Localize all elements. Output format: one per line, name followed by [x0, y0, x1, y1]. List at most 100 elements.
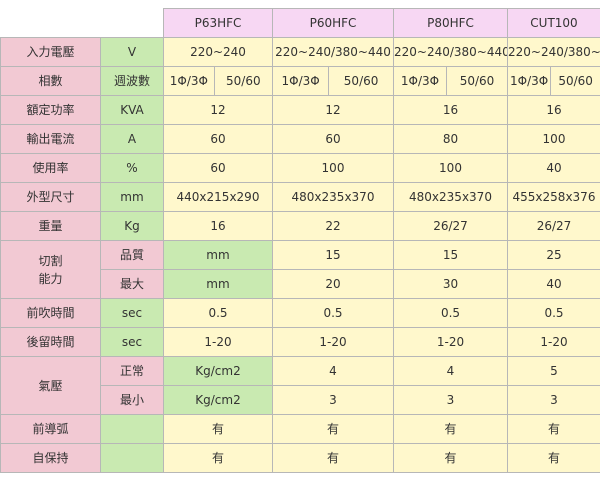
- frequency-value: 50/60: [226, 74, 261, 88]
- value-cell: 0.5: [272, 298, 394, 328]
- table-row-post-flow: 後留時間 sec 1-20 1-20 1-20 1-20: [0, 327, 600, 357]
- value-cell: 有: [393, 443, 508, 473]
- row-unit: Kg: [100, 211, 164, 241]
- row-label: 前吹時間: [0, 298, 101, 328]
- value-cell: 0.5: [507, 298, 600, 328]
- value-cell: 480x235x370: [272, 182, 394, 212]
- value-cell: 有: [507, 414, 600, 444]
- row-unit-empty: [100, 414, 164, 444]
- value-cell: 480x235x370: [393, 182, 508, 212]
- row-label: 自保持: [0, 443, 101, 473]
- table-row-pre-flow: 前吹時間 sec 0.5 0.5 0.5 0.5: [0, 298, 600, 328]
- value-cell: 4: [393, 356, 508, 386]
- value-cell: 22: [272, 211, 394, 241]
- value-cell: 4: [272, 356, 394, 386]
- row-label: 外型尺寸: [0, 182, 101, 212]
- group-label-pressure: 氣壓: [0, 356, 101, 415]
- phase-value: 1Φ/3Φ: [274, 67, 330, 95]
- row-label: 入力電壓: [0, 37, 101, 67]
- row-label: 相數: [0, 66, 101, 96]
- value-cell: 26/27: [507, 211, 600, 241]
- header-blank-cell: [0, 8, 164, 38]
- value-cell: 1-20: [163, 327, 273, 357]
- value-cell: 16: [163, 211, 273, 241]
- value-cell: 16: [507, 95, 600, 125]
- sub-label-max: 最大: [100, 269, 164, 299]
- row-unit: sec: [100, 298, 164, 328]
- row-label: 前導弧: [0, 414, 101, 444]
- table-row-rated-power: 額定功率 KVA 12 12 16 16: [0, 95, 600, 125]
- value-cell: 15: [272, 240, 394, 270]
- row-label: 輸出電流: [0, 124, 101, 154]
- model-header: P60HFC: [272, 8, 394, 38]
- value-cell: 20: [272, 269, 394, 299]
- model-header: P80HFC: [393, 8, 508, 38]
- phase-value: 1Φ/3Φ: [165, 67, 215, 95]
- value-cell: 12: [272, 95, 394, 125]
- group-label-cutting: 切割能力: [0, 240, 101, 299]
- table-row-pressure-normal: 氣壓 正常 Kg/cm2 4 4 5 5: [0, 356, 600, 415]
- value-cell: 440x215x290: [163, 182, 273, 212]
- value-cell: 0.5: [393, 298, 508, 328]
- value-cell: 5: [507, 356, 600, 386]
- value-cell-split: 1Φ/3Φ 50/60: [272, 66, 394, 96]
- table-row-dimensions: 外型尺寸 mm 440x215x290 480x235x370 480x235x…: [0, 182, 600, 212]
- sub-label-min: 最小: [100, 385, 164, 415]
- value-cell: 有: [272, 443, 394, 473]
- row-unit: mm: [100, 182, 164, 212]
- value-cell-split: 1Φ/3Φ 50/60: [163, 66, 273, 96]
- spec-table: P63HFC P60HFC P80HFC CUT100 入力電壓 V 220~2…: [0, 8, 600, 473]
- value-cell-split: 1Φ/3Φ 50/60: [393, 66, 508, 96]
- row-unit: mm: [163, 240, 273, 270]
- value-cell: 100: [507, 124, 600, 154]
- table-row-cutting-max: 最大 mm 20 30 40 45: [1, 269, 600, 299]
- phase-value: 1Φ/3Φ: [509, 67, 552, 95]
- value-cell: 12: [163, 95, 273, 125]
- value-cell: 100: [393, 153, 508, 183]
- frequency-value: 50/60: [558, 74, 593, 88]
- sub-label-normal: 正常: [100, 356, 164, 386]
- value-cell: 1-20: [507, 327, 600, 357]
- frequency-value: 50/60: [459, 74, 495, 88]
- table-row-cutting-quality: 切割能力 品質 mm 15 15 25 25: [0, 240, 600, 299]
- value-cell: 25: [507, 240, 600, 270]
- value-cell: 有: [507, 443, 600, 473]
- value-cell-split: 1Φ/3Φ 50/60: [507, 66, 600, 96]
- table-row-pilot-arc: 前導弧 有 有 有 有: [0, 414, 600, 444]
- table-row-weight: 重量 Kg 16 22 26/27 26/27: [0, 211, 600, 241]
- value-cell: 220~240: [163, 37, 273, 67]
- row-label-frequency: 週波數: [100, 66, 164, 96]
- value-cell: 有: [163, 414, 273, 444]
- value-cell: 100: [272, 153, 394, 183]
- model-header: P63HFC: [163, 8, 273, 38]
- phase-value: 1Φ/3Φ: [395, 67, 447, 95]
- value-cell: 3: [507, 385, 600, 415]
- sub-label-quality: 品質: [100, 240, 164, 270]
- value-cell: 80: [393, 124, 508, 154]
- value-cell: 26/27: [393, 211, 508, 241]
- value-cell: 220~240/380~440: [507, 37, 600, 67]
- value-cell: 60: [272, 124, 394, 154]
- value-cell: 有: [393, 414, 508, 444]
- table-row-output-current: 輸出電流 A 60 60 80 100: [0, 124, 600, 154]
- value-cell: 30: [393, 269, 508, 299]
- row-unit: KVA: [100, 95, 164, 125]
- row-unit: V: [100, 37, 164, 67]
- row-unit: %: [100, 153, 164, 183]
- header-row: P63HFC P60HFC P80HFC CUT100: [0, 8, 600, 38]
- row-label: 使用率: [0, 153, 101, 183]
- value-cell: 16: [393, 95, 508, 125]
- row-unit: sec: [100, 327, 164, 357]
- value-cell: 220~240/380~440: [272, 37, 394, 67]
- row-unit: Kg/cm2: [163, 356, 273, 386]
- table-row-self-hold: 自保持 有 有 有 有: [0, 443, 600, 473]
- table-row-phase: 相數 週波數 1Φ/3Φ 50/60 1Φ/3Φ 50/60 1Φ/3Φ 50/60 …: [0, 66, 600, 96]
- value-cell: 有: [163, 443, 273, 473]
- value-cell: 60: [163, 153, 273, 183]
- row-unit-empty: [100, 443, 164, 473]
- frequency-value: 50/60: [343, 74, 379, 88]
- value-cell: 15: [393, 240, 508, 270]
- row-label: 重量: [0, 211, 101, 241]
- row-unit: A: [100, 124, 164, 154]
- table-row-duty-cycle: 使用率 % 60 100 100 40: [0, 153, 600, 183]
